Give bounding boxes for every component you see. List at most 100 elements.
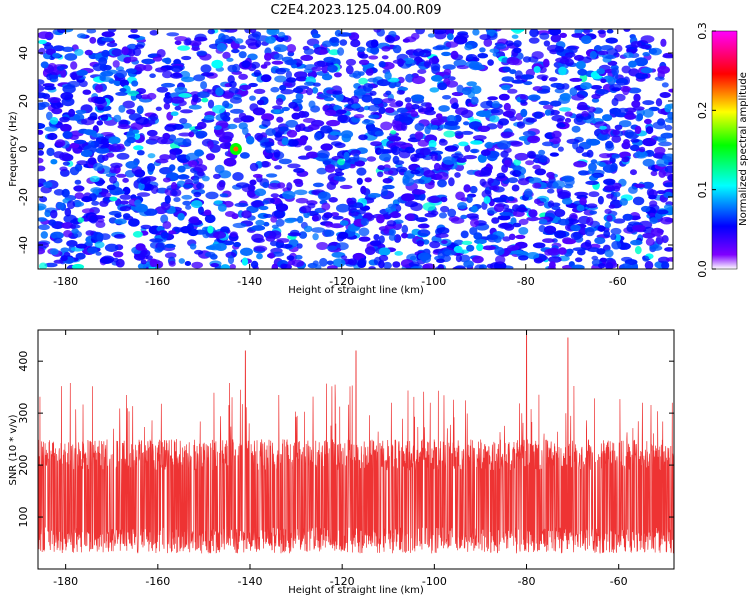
heatmap-blob	[60, 123, 72, 132]
heatmap-blob	[205, 153, 216, 161]
heatmap-blob	[278, 31, 286, 38]
heatmap-blob	[453, 239, 464, 246]
heatmap-blob	[64, 53, 78, 61]
heatmap-blob	[312, 87, 319, 94]
heatmap-blob	[630, 41, 642, 48]
heatmap-blob	[476, 243, 484, 252]
heatmap-blob	[663, 191, 673, 198]
heatmap-blob	[461, 109, 474, 119]
heatmap-blob	[644, 260, 654, 269]
heatmap-blob	[272, 251, 285, 257]
heatmap-blob	[610, 227, 622, 235]
heatmap-blob	[252, 107, 266, 116]
heatmap-blob	[472, 29, 480, 36]
heatmap-blob	[326, 181, 337, 190]
heatmap-blob	[100, 192, 112, 198]
heatmap-blob	[260, 141, 275, 147]
heatmap-blob	[93, 162, 104, 172]
heatmap-blob	[668, 88, 673, 93]
heatmap-blob	[591, 255, 599, 261]
heatmap-blob	[660, 38, 667, 47]
heatmap-blob	[634, 246, 642, 255]
heatmap-blob	[119, 206, 132, 212]
heatmap-blob	[294, 189, 308, 196]
heatmap-blob	[358, 258, 367, 266]
heatmap-blob	[59, 152, 71, 162]
heatmap-blob	[649, 245, 663, 251]
heatmap-blob	[60, 69, 67, 78]
heatmap-blob	[395, 166, 408, 173]
heatmap-blob	[334, 168, 343, 174]
heatmap-blob	[485, 141, 493, 149]
heatmap-blob	[527, 94, 541, 101]
heatmap-blob	[372, 98, 382, 105]
heatmap-blob	[168, 230, 177, 235]
heatmap-blob	[632, 224, 646, 232]
heatmap-blob	[38, 247, 46, 255]
heatmap-blob	[164, 252, 177, 259]
heatmap-blob	[421, 254, 432, 263]
heatmap-blob	[55, 201, 65, 210]
heatmap-blob	[100, 132, 114, 137]
heatmap-blob	[76, 33, 87, 39]
x-tick-label: -160	[145, 275, 170, 288]
heatmap-blob	[177, 165, 186, 173]
heatmap-blob	[379, 153, 392, 162]
heatmap-blob	[558, 66, 567, 76]
colorbar-tick-label: 0.2	[696, 102, 709, 120]
heatmap-blob	[511, 79, 526, 84]
heatmap-blob	[640, 35, 655, 43]
heatmap-blob	[487, 177, 494, 184]
heatmap-blob	[410, 255, 417, 261]
heatmap-blob	[70, 223, 77, 230]
heatmap-blob	[254, 188, 267, 197]
heatmap-blob	[115, 91, 128, 96]
heatmap-blob	[402, 177, 415, 187]
heatmap-blob	[369, 90, 377, 96]
heatmap-blob	[431, 125, 439, 130]
heatmap-blob	[159, 154, 171, 161]
heatmap-blob	[50, 159, 58, 165]
heatmap-blob	[81, 196, 93, 203]
heatmap-blob	[429, 240, 441, 249]
heatmap-blob	[323, 56, 336, 63]
heatmap-blob	[261, 119, 271, 128]
heatmap-blob	[611, 135, 622, 143]
heatmap-blob	[364, 177, 372, 183]
heatmap-blob	[174, 105, 182, 111]
heatmap-blob	[80, 149, 93, 158]
heatmap-blob	[149, 73, 156, 78]
heatmap-blob	[101, 49, 110, 58]
heatmap-blob	[337, 114, 351, 124]
heatmap-blob	[556, 122, 566, 128]
heatmap-blob	[161, 58, 171, 63]
heatmap-blob	[164, 195, 171, 204]
heatmap-blob	[288, 101, 298, 109]
heatmap-blob	[201, 72, 215, 77]
heatmap-blob	[533, 257, 544, 264]
heatmap-blob	[405, 233, 416, 239]
heatmap-blob	[295, 124, 302, 133]
snr-y-label: SNR (10 * v/v)	[8, 414, 19, 485]
heatmap-blob	[156, 242, 166, 252]
heatmap-blob	[634, 57, 648, 67]
heatmap-blob	[370, 141, 382, 147]
heatmap-blob	[581, 152, 591, 157]
heatmap-blob	[619, 198, 628, 206]
heatmap-blob	[291, 112, 301, 120]
heatmap-blob	[608, 204, 616, 209]
heatmap-blob	[38, 217, 47, 222]
heatmap-blob	[85, 230, 95, 236]
heatmap-blob	[410, 110, 419, 118]
heatmap-blob	[660, 132, 673, 139]
heatmap-blob	[558, 107, 572, 112]
heatmap-blob	[411, 94, 425, 102]
heatmap-blob	[134, 199, 142, 207]
heatmap-blob	[327, 265, 338, 269]
heatmap-blob	[127, 34, 141, 39]
heatmap-blob	[220, 29, 230, 33]
heatmap-blob	[393, 234, 402, 243]
heatmap-blob	[600, 45, 614, 51]
heatmap-blob	[116, 173, 127, 178]
heatmap-blob	[111, 48, 123, 57]
